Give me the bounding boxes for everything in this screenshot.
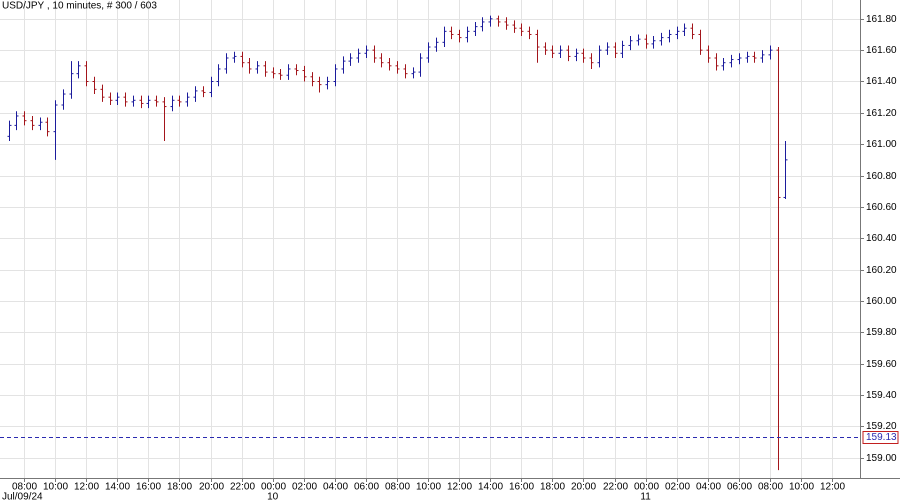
x-date-label: 10	[267, 492, 279, 503]
x-tick-label: 10:00	[43, 482, 68, 493]
y-tick-label: 161.60	[866, 45, 897, 56]
last-price-box	[862, 431, 899, 444]
x-tick-label: 08:00	[385, 482, 410, 493]
y-tick-label: 159.80	[866, 327, 897, 338]
x-tick-label: 10:00	[789, 482, 814, 493]
x-tick-label: 20:00	[571, 482, 596, 493]
y-tick-label: 159.40	[866, 390, 897, 401]
x-tick-label: 04:00	[323, 482, 348, 493]
x-tick-label: 22:00	[230, 482, 255, 493]
x-tick-label: 06:00	[354, 482, 379, 493]
x-tick-label: 10:00	[416, 482, 441, 493]
x-tick-label: 12:00	[820, 482, 845, 493]
y-tick-label: 160.40	[866, 233, 897, 244]
x-tick-label: 16:00	[509, 482, 534, 493]
y-tick-label: 161.40	[866, 76, 897, 87]
x-tick-label: 20:00	[199, 482, 224, 493]
x-tick-label: 16:00	[136, 482, 161, 493]
y-tick-label: 160.80	[866, 171, 897, 182]
y-tick-label: 161.20	[866, 108, 897, 119]
y-tick-label: 160.20	[866, 265, 897, 276]
grid	[0, 0, 860, 478]
y-tick-label: 160.60	[866, 202, 897, 213]
x-tick-label: 14:00	[105, 482, 130, 493]
y-tick-label: 160.00	[866, 296, 897, 307]
x-tick-label: 14:00	[478, 482, 503, 493]
x-tick-label: 12:00	[74, 482, 99, 493]
x-tick-label: 06:00	[727, 482, 752, 493]
y-tick-label: 159.20	[866, 421, 897, 432]
y-tick-label: 159.00	[866, 453, 897, 464]
x-tick-label: 18:00	[540, 482, 565, 493]
x-tick-label: 02:00	[292, 482, 317, 493]
axes: 159.00 159.20 159.40 159.60 159.80 160.00 160.…	[12, 14, 899, 503]
x-tick-label: 12:00	[447, 482, 472, 493]
x-tick-label: 22:00	[603, 482, 628, 493]
x-tick-label: 04:00	[696, 482, 721, 493]
x-tick-label: 08:00	[758, 482, 783, 493]
x-date-label: 11	[640, 492, 651, 503]
x-tick-label: 00:00	[634, 482, 659, 493]
y-tick-label: 161.80	[866, 14, 897, 25]
chart-title: USD/JPY , 10 minutes, # 300 / 603	[2, 1, 157, 12]
start-date: Jul/09/24	[2, 492, 43, 503]
y-tick-label: 159.60	[866, 359, 897, 370]
x-tick-label: 02:00	[665, 482, 690, 493]
last-price-label: 159.13	[866, 432, 897, 443]
bars	[0, 15, 860, 471]
y-tick-label: 161.00	[866, 139, 897, 150]
x-tick-label: 08:00	[12, 482, 37, 493]
x-tick-label: 00:00	[261, 482, 286, 493]
x-tick-label: 18:00	[167, 482, 192, 493]
